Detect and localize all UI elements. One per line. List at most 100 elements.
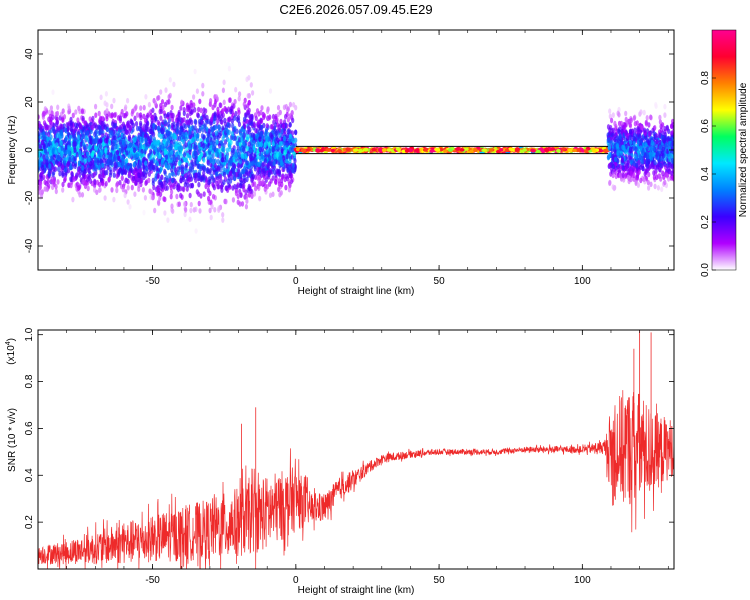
heat-cell: [237, 151, 241, 158]
heat-cell: [58, 170, 62, 177]
heat-cell: [55, 110, 60, 117]
heat-cell: [152, 184, 156, 191]
heat-cell: [185, 186, 189, 192]
heat-cell: [134, 104, 138, 110]
heat-cell: [198, 148, 202, 154]
heat-cell: [163, 210, 167, 216]
heat-cell: [199, 193, 203, 199]
heat-cell: [266, 106, 270, 112]
heat-cell: [116, 155, 120, 161]
heat-cell: [139, 129, 144, 135]
heat-cell: [257, 185, 261, 192]
heat-cell: [166, 111, 170, 118]
heat-cell: [113, 135, 117, 141]
heat-cell: [118, 125, 122, 131]
heat-cell: [232, 168, 236, 174]
heat-cell: [277, 124, 281, 130]
heat-cell: [54, 188, 58, 195]
heat-cell: [66, 167, 71, 174]
heat-cell: [353, 148, 359, 152]
heat-cell: [280, 181, 284, 188]
heat-cell: [126, 121, 130, 127]
heat-cell: [132, 161, 136, 168]
heat-cell: [271, 146, 275, 152]
heat-cell: [294, 129, 298, 136]
heat-cell: [211, 144, 216, 151]
heat-cell: [52, 146, 56, 152]
heat-cell: [94, 146, 99, 152]
heat-cell: [195, 128, 200, 134]
heat-cell: [386, 148, 392, 152]
heat-cell: [190, 182, 195, 189]
heat-cell: [63, 166, 68, 173]
heat-cell: [38, 185, 42, 191]
heat-cell: [167, 99, 171, 105]
heat-cell: [257, 161, 261, 168]
heat-cell: [236, 182, 240, 188]
heat-cell: [80, 108, 84, 115]
heat-cell: [98, 119, 102, 125]
heat-cell: [67, 149, 71, 155]
heat-cell: [108, 129, 112, 135]
heat-cell: [271, 175, 275, 181]
heat-cell: [47, 170, 51, 177]
heat-cell: [81, 165, 85, 171]
heat-cell: [94, 157, 98, 163]
heat-cell: [218, 102, 222, 108]
heat-cell: [647, 185, 651, 191]
heat-cell: [242, 148, 246, 154]
heat-cell: [63, 160, 67, 166]
heat-cell: [162, 138, 167, 145]
heat-cell: [202, 170, 206, 177]
heat-cell: [463, 147, 469, 151]
heat-cell: [248, 168, 252, 174]
heat-cell: [78, 150, 82, 156]
heat-cell: [240, 137, 244, 143]
heat-cell: [325, 148, 331, 152]
heat-cell: [235, 128, 239, 135]
heat-cell: [270, 134, 274, 140]
heat-cell: [142, 209, 146, 216]
heat-cell: [42, 143, 46, 150]
heat-cell: [184, 207, 188, 213]
heat-cell: [239, 192, 243, 199]
heat-cell: [228, 97, 232, 103]
heat-cell: [210, 116, 214, 123]
heat-cell: [201, 82, 205, 89]
heat-cell: [221, 217, 225, 223]
heat-cell: [164, 162, 168, 168]
heat-cell: [59, 130, 64, 137]
heat-cell: [232, 175, 236, 182]
heat-cell: [72, 176, 76, 182]
figure-title: C2E6.2026.057.09.45.E29: [279, 2, 432, 17]
heat-cell: [125, 157, 129, 164]
heat-cell: [132, 147, 137, 153]
heat-cell: [220, 184, 224, 190]
heat-cell: [42, 110, 46, 117]
heat-cell: [249, 82, 253, 88]
heat-cell: [75, 123, 79, 129]
heat-cell: [110, 160, 114, 166]
heat-cell: [79, 124, 83, 130]
heat-cell: [210, 126, 214, 133]
heat-cell: [649, 114, 653, 120]
heat-cell: [209, 214, 213, 221]
heat-cell: [110, 113, 114, 119]
heat-cell: [395, 147, 401, 151]
heat-cell: [611, 112, 615, 118]
heat-cell: [556, 149, 561, 153]
heat-cell: [105, 115, 109, 122]
heat-cell: [550, 147, 556, 151]
heat-cell: [223, 105, 227, 112]
heat-cell: [208, 190, 212, 197]
heat-cell: [138, 178, 142, 184]
heat-cell: [180, 99, 184, 106]
heat-cell: [572, 148, 577, 153]
heat-cell: [54, 183, 58, 190]
heat-cell: [144, 94, 148, 100]
heat-cell: [184, 142, 188, 148]
heat-cell: [234, 110, 238, 117]
heat-cell: [245, 198, 249, 204]
heat-cell: [153, 100, 157, 106]
heat-cell: [224, 198, 228, 205]
